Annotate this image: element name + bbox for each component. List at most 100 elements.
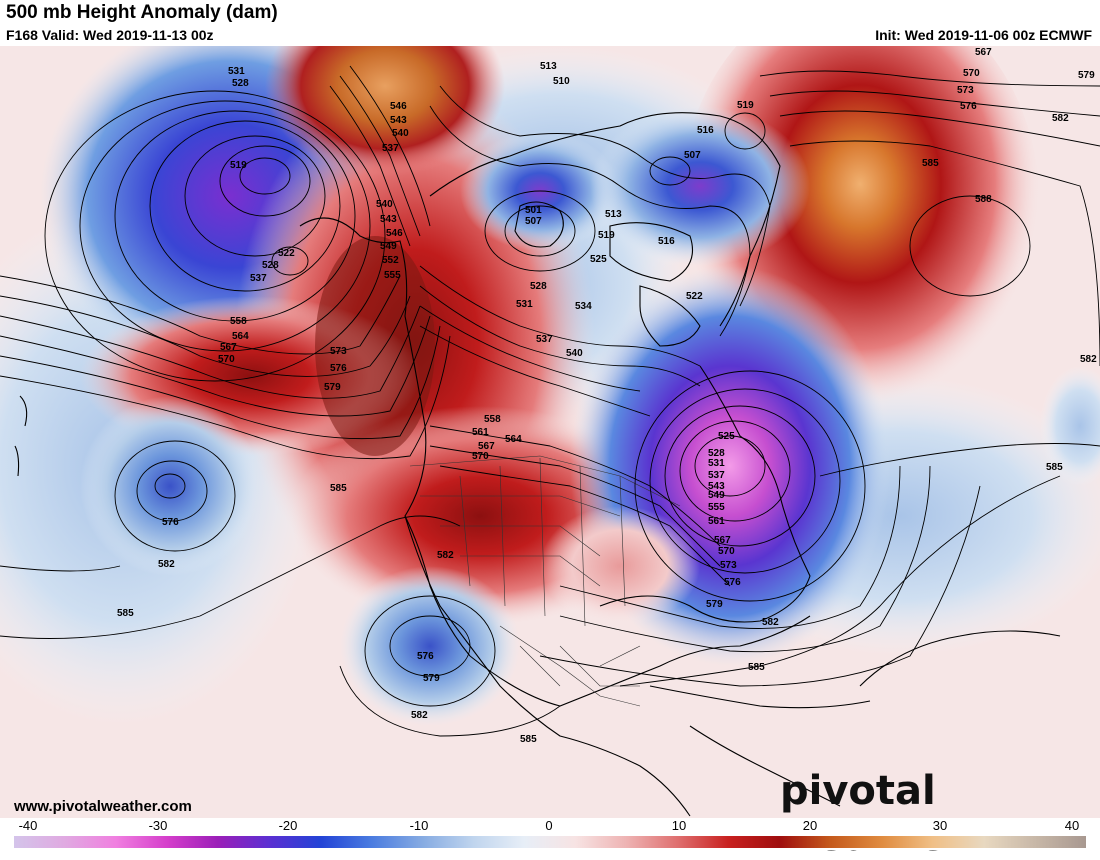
colorbar-tick: -20 <box>278 818 298 833</box>
contour-label: 549 <box>380 241 397 252</box>
contour-label: 516 <box>697 125 714 136</box>
contour-label: 537 <box>536 334 553 345</box>
contour-label: 519 <box>598 230 615 241</box>
contour-label: 585 <box>520 734 537 745</box>
contour-label: 567 <box>478 441 495 452</box>
contour-label: 570 <box>472 451 489 462</box>
contour-label: 543 <box>708 481 725 492</box>
contour-label: 537 <box>250 273 267 284</box>
contour-label: 582 <box>158 559 175 570</box>
contour-label: 501 <box>525 205 542 216</box>
contour-label: 582 <box>437 550 454 561</box>
contour-label: 573 <box>957 85 974 96</box>
contour-label: 579 <box>324 382 341 393</box>
coastlines <box>14 112 1061 817</box>
contour-label: 579 <box>1078 70 1095 81</box>
contour-label: 585 <box>1046 462 1063 473</box>
colorbar-tick: 20 <box>802 818 818 833</box>
contour-label: 507 <box>525 216 542 227</box>
contour-label: 516 <box>658 236 675 247</box>
contour-label: 576 <box>330 363 347 374</box>
website-url[interactable]: www.pivotalweather.com <box>14 798 192 815</box>
contour-label: 540 <box>376 199 393 210</box>
contour-label: 576 <box>162 517 179 528</box>
contour-label: 549 <box>708 490 725 501</box>
contour-label: 585 <box>117 608 134 619</box>
contour-label: 540 <box>566 348 583 359</box>
contour-label: 546 <box>390 101 407 112</box>
contour-label: 573 <box>330 346 347 357</box>
contour-label: 531 <box>708 458 725 469</box>
header: 500 mb Height Anomaly (dam) F168 Valid: … <box>0 0 1100 46</box>
contour-label: 528 <box>708 448 725 459</box>
contour-label: 522 <box>278 248 295 259</box>
contour-label: 561 <box>472 427 489 438</box>
contour-label: 519 <box>230 160 247 171</box>
contour-label: 543 <box>380 214 397 225</box>
contour-label: 531 <box>228 66 245 77</box>
contour-label: 528 <box>232 78 249 89</box>
contour-label: 588 <box>975 194 992 205</box>
contour-label: 564 <box>232 331 249 342</box>
contour-label: 558 <box>484 414 501 425</box>
contour-label: 567 <box>975 47 992 58</box>
contour-label: 540 <box>392 128 409 139</box>
state-borders <box>409 455 681 707</box>
contour-label: 567 <box>220 342 237 353</box>
contour-label: 558 <box>230 316 247 327</box>
colorbar-tick: -40 <box>18 818 38 833</box>
contour-label: 570 <box>718 546 735 557</box>
anomaly-fill <box>0 46 1100 726</box>
contour-label: 525 <box>590 254 607 265</box>
map-title: 500 mb Height Anomaly (dam) <box>6 2 278 23</box>
colorbar-tick: 0 <box>545 818 553 833</box>
contour-label: 585 <box>330 483 347 494</box>
contour-label: 582 <box>1052 113 1069 124</box>
contour-label: 531 <box>516 299 533 310</box>
contour-label: 564 <box>505 434 522 445</box>
valid-time: F168 Valid: Wed 2019-11-13 00z <box>6 27 214 43</box>
contour-label: 555 <box>708 502 725 513</box>
colorbar-strip <box>14 836 1086 848</box>
colorbar-tick: 30 <box>932 818 948 833</box>
contour-label: 582 <box>1080 354 1097 365</box>
contour-label: 537 <box>382 143 399 154</box>
contour-label: 546 <box>386 228 403 239</box>
contour-label: 576 <box>417 651 434 662</box>
colorbar-tick: 40 <box>1064 818 1080 833</box>
contour-label: 525 <box>718 431 735 442</box>
contour-label: 528 <box>530 281 547 292</box>
contour-label: 561 <box>708 516 725 527</box>
contour-label: 570 <box>218 354 235 365</box>
contour-label: 552 <box>382 255 399 266</box>
contour-label: 510 <box>553 76 570 87</box>
contour-label: 567 <box>714 535 731 546</box>
contour-label: 570 <box>963 68 980 79</box>
contour-labels: 531 528 519 522 528 537 558 564 567 570 … <box>117 47 1097 745</box>
contour-label: 513 <box>540 61 557 72</box>
height-contours <box>0 65 1100 737</box>
colorbar-tick: -10 <box>409 818 429 833</box>
contour-label: 579 <box>423 673 440 684</box>
weather-map[interactable]: 531 528 519 522 528 537 558 564 567 570 … <box>0 46 1100 818</box>
contour-label: 522 <box>686 291 703 302</box>
contour-label: 582 <box>762 617 779 628</box>
contour-label: 543 <box>390 115 407 126</box>
colorbar-tick: 10 <box>671 818 687 833</box>
contour-label: 576 <box>960 101 977 112</box>
contour-label: 585 <box>922 158 939 169</box>
contour-label: 537 <box>708 470 725 481</box>
colorbar: -40 -30 -20 -10 0 10 20 30 40 <box>14 818 1086 850</box>
contour-label: 534 <box>575 301 592 312</box>
contour-label: 573 <box>720 560 737 571</box>
contour-label: 507 <box>684 150 701 161</box>
init-time: Init: Wed 2019-11-06 00z ECMWF <box>875 27 1092 43</box>
contour-label: 528 <box>262 260 279 271</box>
contour-label: 576 <box>724 577 741 588</box>
contour-label: 513 <box>605 209 622 220</box>
contour-label: 519 <box>737 100 754 111</box>
colorbar-tick: -30 <box>148 818 168 833</box>
contour-label: 582 <box>411 710 428 721</box>
contour-label: 585 <box>748 662 765 673</box>
contour-label: 555 <box>384 270 401 281</box>
